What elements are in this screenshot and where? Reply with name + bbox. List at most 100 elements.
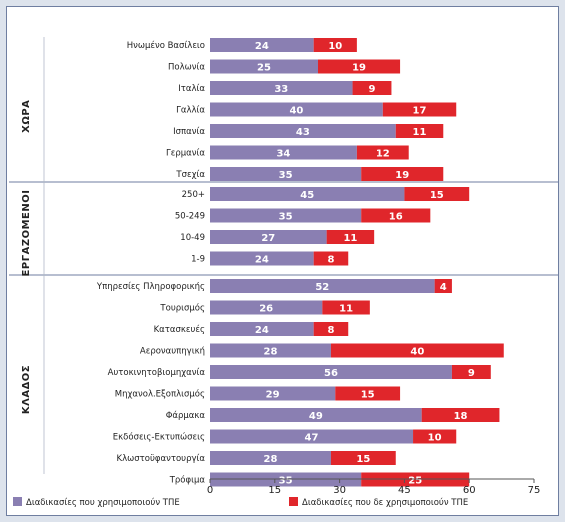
bar-not-use: [352, 81, 392, 95]
bar-use: [210, 230, 327, 244]
data-label-not-use: 4: [440, 282, 447, 293]
bar-not-use: [413, 429, 457, 444]
data-label-not-use: 40: [410, 347, 424, 358]
bar-use: [210, 102, 383, 117]
bar-use: [210, 300, 323, 315]
category-label: Μηχανολ.Εξοπλισμός: [115, 389, 205, 400]
bar-not-use: [335, 386, 401, 401]
data-label-not-use: 11: [413, 127, 427, 138]
bar-use: [210, 124, 396, 138]
bar-use: [210, 38, 314, 52]
data-label-not-use: 11: [339, 304, 353, 315]
bar-not-use: [404, 187, 470, 201]
bar-use: [210, 322, 314, 336]
group-label: ΚΛΑΔΟΣ: [21, 365, 32, 414]
stacked-bar-chart: ΧΩΡΑ Ηνωμένο Βασίλειο 24 10 Πολωνία 25 19 Ιταλί…: [9, 37, 558, 508]
data-label-use: 35: [279, 170, 293, 181]
data-label-not-use: 9: [369, 84, 376, 95]
category-label: Κλωστοϋφαντουργία: [117, 454, 206, 464]
category-label: 1-9: [191, 255, 205, 265]
data-label-use: 43: [296, 127, 310, 138]
category-label: 250+: [182, 190, 205, 200]
category-label: Ισπανία: [173, 127, 205, 137]
data-label-use: 24: [255, 255, 269, 266]
data-label-use: 52: [315, 282, 329, 293]
category-label: Αυτοκινητοβιομηχανία: [108, 368, 206, 378]
data-label-not-use: 8: [327, 255, 334, 266]
bar-not-use: [313, 38, 357, 52]
data-label-use: 24: [255, 41, 269, 52]
group-label: ΕΡΓΑΖΟΜΕΝΟΙ: [21, 190, 32, 277]
bar-use: [210, 187, 405, 201]
bar-not-use: [313, 322, 349, 336]
data-label-use: 33: [274, 84, 288, 95]
bar-use: [210, 343, 331, 358]
legend-label-not-use: Διαδικασίες που δε χρησιμοποιούν ΤΠΕ: [302, 497, 468, 508]
bar-use: [210, 429, 414, 444]
data-label-not-use: 10: [428, 433, 442, 444]
legend-swatch-use: [13, 497, 22, 506]
bar-not-use: [318, 59, 401, 74]
chart-frame: ΧΩΡΑ Ηνωμένο Βασίλειο 24 10 Πολωνία 25 19 Ιταλί…: [6, 6, 559, 516]
data-label-not-use: 15: [356, 454, 370, 465]
category-label: Εκδόσεις-Εκτυπώσεις: [113, 432, 205, 443]
category-label: Τουρισμός: [159, 303, 205, 314]
bar-use: [210, 251, 314, 266]
data-label-not-use: 18: [454, 411, 468, 422]
bar-use: [210, 208, 362, 223]
data-label-not-use: 15: [430, 190, 444, 201]
category-label: Ηνωμένο Βασίλειο: [127, 40, 205, 51]
category-label: Αεροναυπηγική: [140, 347, 205, 357]
data-label-not-use: 12: [376, 149, 390, 160]
category-label: 10-49: [180, 233, 205, 243]
data-label-not-use: 8: [327, 325, 334, 336]
bar-not-use: [395, 124, 444, 138]
category-label: Τρόφιμα: [169, 475, 206, 486]
bar-not-use: [326, 230, 375, 244]
data-label-use: 24: [255, 325, 269, 336]
bar-use: [210, 279, 435, 293]
data-label-use: 26: [259, 304, 273, 315]
category-label: Πολωνία: [168, 63, 205, 73]
data-label-use: 40: [289, 106, 303, 117]
category-label: Γερμανία: [166, 149, 205, 159]
x-tick-label: 75: [528, 485, 541, 496]
legend-swatch-not-use: [289, 497, 298, 506]
bar-not-use: [421, 408, 500, 422]
data-label-use: 45: [300, 190, 314, 201]
x-tick-label: 30: [333, 485, 346, 496]
bar-not-use: [313, 251, 349, 266]
data-label-not-use: 16: [389, 212, 403, 223]
bar-not-use: [330, 343, 504, 358]
x-tick-label: 45: [398, 485, 411, 496]
data-label-use: 47: [305, 433, 319, 444]
data-label-not-use: 10: [328, 41, 342, 52]
category-label: Φάρμακα: [166, 411, 206, 421]
bar-not-use: [322, 300, 370, 315]
data-label-use: 35: [279, 476, 293, 487]
bar-not-use: [382, 102, 457, 117]
data-label-not-use: 11: [343, 233, 357, 244]
category-label: Κατασκευές: [154, 324, 205, 335]
data-label-use: 25: [257, 63, 271, 74]
x-tick-label: 0: [207, 485, 213, 496]
x-tick-label: 60: [463, 485, 476, 496]
data-label-use: 28: [264, 347, 278, 358]
bar-not-use: [361, 167, 444, 181]
data-label-not-use: 9: [468, 368, 475, 379]
data-label-use: 27: [261, 233, 275, 244]
legend-label-use: Διαδικασίες που χρησιμοποιούν ΤΠΕ: [26, 497, 180, 508]
category-label: Τσεχία: [175, 170, 205, 180]
bar-use: [210, 81, 353, 95]
category-label: 50-249: [175, 212, 205, 222]
category-label: Γαλλία: [176, 106, 205, 116]
bar-use: [210, 145, 357, 160]
data-label-not-use: 15: [361, 390, 375, 401]
bar-use: [210, 408, 422, 422]
bar-use: [210, 386, 336, 401]
data-label-not-use: 19: [352, 63, 366, 74]
data-label-use: 34: [276, 149, 290, 160]
category-label: Υπηρεσίες Πληροφορικής: [96, 282, 205, 292]
bar-not-use: [361, 208, 431, 223]
bar-not-use: [451, 365, 491, 379]
